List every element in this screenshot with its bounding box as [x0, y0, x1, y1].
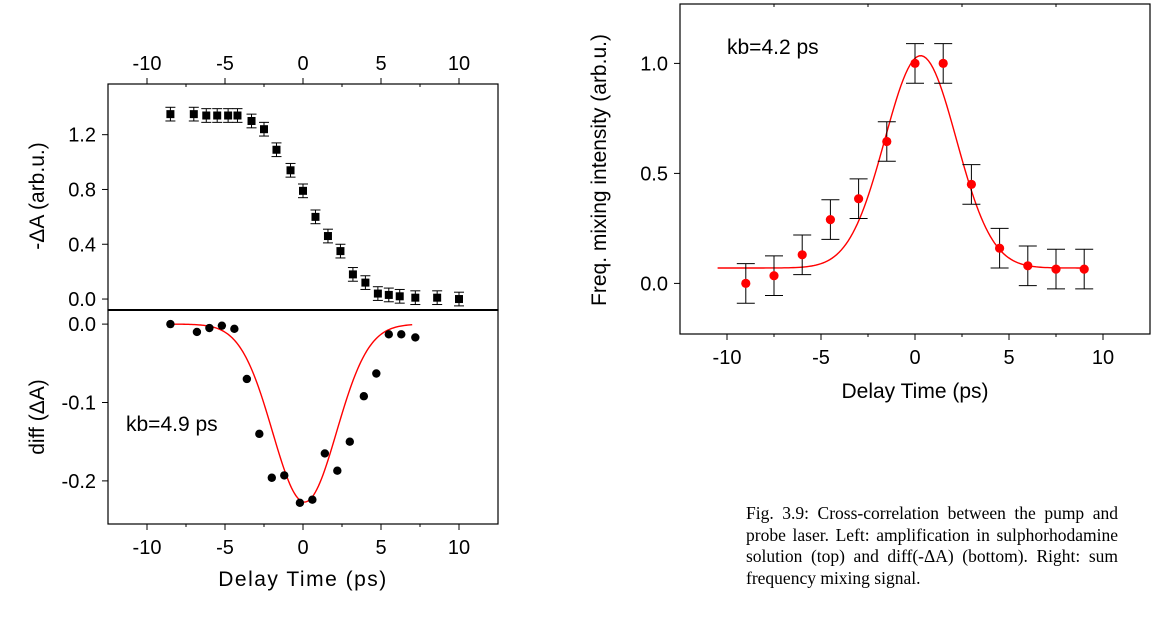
y-tick-label: 1.2: [68, 125, 96, 147]
y-axis-title: diff (ΔA): [26, 379, 49, 455]
left-bottom-panel: -10 -5 0 5 10 0.0 -0.1 -0.2 diff (ΔA) Delay Time …: [26, 309, 499, 591]
y-tick-label: -0.2: [62, 471, 96, 493]
fit-annotation: kb=4.2 ps: [727, 36, 819, 59]
data-point: [242, 374, 252, 384]
x-tick-label: -10: [133, 537, 162, 559]
data-point: [769, 271, 779, 281]
x-tick-label: 0: [297, 537, 308, 559]
data-point: [213, 111, 222, 120]
data-point: [255, 429, 264, 439]
x-tick-label: 10: [448, 53, 470, 75]
y-tick-label: 0.5: [640, 163, 668, 185]
data-point: [230, 324, 239, 334]
y-tick-label: -0.1: [62, 392, 96, 414]
data-point: [166, 319, 175, 329]
data-point: [166, 110, 175, 119]
data-point: [372, 369, 381, 378]
data-point: [233, 111, 242, 120]
data-point: [1079, 264, 1089, 274]
data-point: [966, 179, 977, 189]
data-point: [189, 110, 198, 119]
data-point: [348, 270, 357, 279]
data-point: [333, 466, 342, 475]
data-point: [395, 292, 404, 301]
x-axis-title: Delay Time (ps): [841, 380, 988, 403]
data-point: [323, 232, 332, 241]
data-point: [741, 278, 751, 288]
x-tick-label: 5: [1003, 347, 1014, 369]
data-point: [361, 278, 370, 287]
data-point: [359, 392, 369, 401]
data-point: [1023, 261, 1033, 271]
data-point: [192, 327, 202, 337]
data-point: [299, 186, 307, 195]
data-point: [272, 145, 281, 154]
data-point: [455, 295, 463, 304]
data-point: [247, 116, 256, 125]
y-tick-label: 0.0: [68, 314, 96, 336]
data-point: [311, 212, 320, 221]
data-point: [995, 243, 1005, 253]
data-point: [910, 58, 920, 68]
data-point: [411, 333, 420, 342]
data-point: [825, 215, 836, 225]
data-point: [308, 495, 317, 504]
x-tick-label: 10: [448, 537, 470, 559]
data-point: [267, 473, 276, 482]
x-axis-title: Delay Time (ps): [218, 568, 388, 591]
data-point: [280, 471, 289, 480]
data-point: [854, 194, 864, 204]
left-top-panel: -10 -5 0 5 10 0.0 0.4 0.8 1.2 -ΔA (arb.u.): [26, 53, 499, 311]
y-tick-label: 1.0: [640, 53, 668, 75]
fit-curve: [717, 55, 1085, 269]
x-tick-label: 5: [375, 53, 386, 75]
data-point: [205, 323, 214, 333]
y-axis-title: -ΔA (arb.u.): [26, 142, 49, 249]
data-point: [938, 58, 948, 68]
x-tick-label: -5: [216, 53, 234, 75]
y-tick-label: 0.8: [68, 179, 96, 201]
data-point: [320, 449, 330, 458]
data-point: [217, 321, 227, 330]
x-tick-label: -10: [713, 347, 742, 369]
x-tick-label: 0: [297, 53, 308, 75]
right-panel: -10 -5 0 5 10 0.0 0.5 1.0 Freq. mixing intensity…: [588, 3, 1151, 403]
data-point: [433, 293, 442, 302]
data-point: [797, 250, 807, 260]
x-tick-label: 0: [909, 347, 920, 369]
data-point: [882, 136, 892, 147]
x-tick-label: -10: [133, 53, 162, 75]
data-point: [260, 125, 268, 134]
data-point: [384, 330, 393, 339]
y-tick-label: 0.4: [68, 234, 96, 256]
x-tick-label: -5: [812, 347, 830, 369]
x-tick-label: 10: [1092, 347, 1114, 369]
data-point: [397, 330, 406, 339]
fit-annotation: kb=4.9 ps: [126, 413, 218, 436]
data-point: [384, 290, 393, 299]
x-tick-label: -5: [216, 537, 234, 559]
y-tick-label: 0.0: [68, 289, 96, 311]
x-tick-label: 5: [375, 537, 386, 559]
data-point: [286, 166, 295, 175]
data-point: [1051, 264, 1061, 274]
data-point: [373, 289, 382, 298]
data-point: [411, 293, 420, 302]
figure-caption: Fig. 3.9: Cross-correlation between the …: [746, 503, 1118, 588]
data-point: [202, 111, 211, 120]
data-point: [345, 437, 354, 446]
data-point: [295, 498, 305, 508]
y-axis-title: Freq. mixing intensity (arb.u.): [588, 34, 611, 306]
data-point: [224, 111, 233, 120]
y-tick-label: 0.0: [640, 273, 668, 295]
data-point: [336, 247, 345, 256]
